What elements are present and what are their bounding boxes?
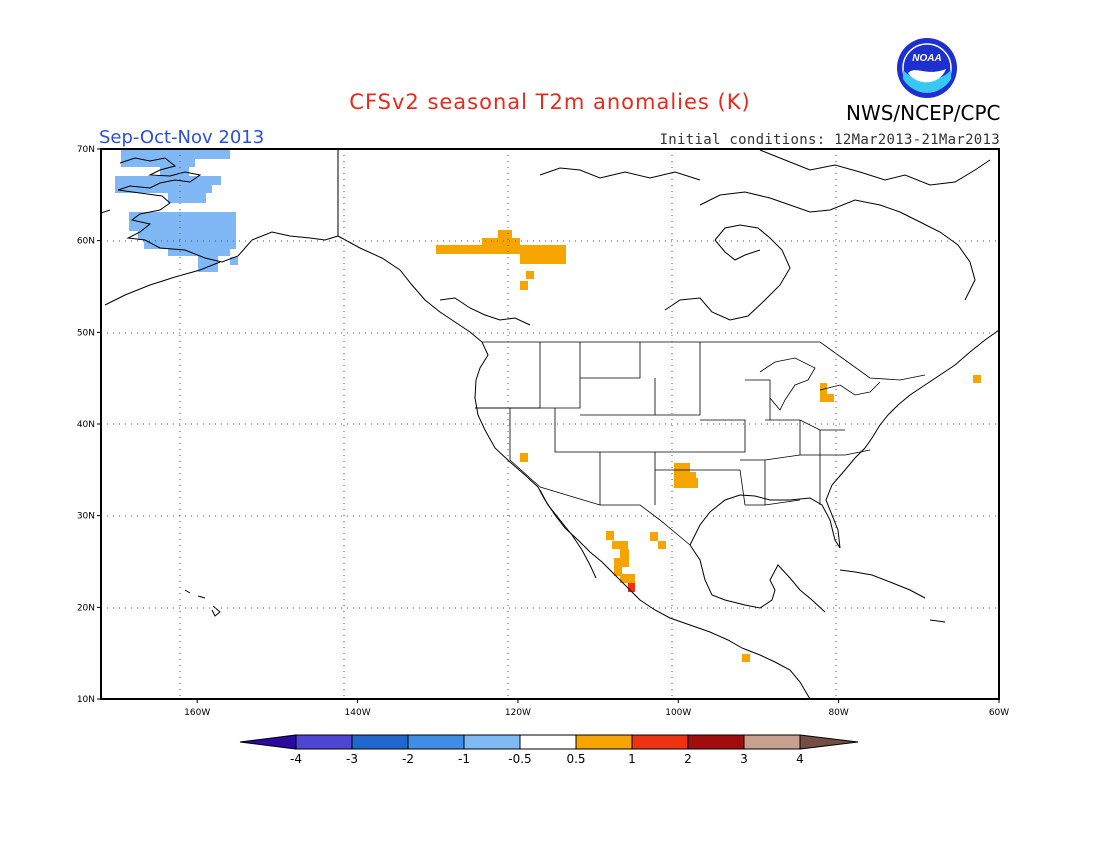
anomaly-cells bbox=[115, 149, 981, 662]
colorbar-box bbox=[519, 734, 577, 750]
warm-anomaly-cells bbox=[436, 230, 981, 662]
colorbar-label: 2 bbox=[684, 752, 692, 766]
colorbar-label: -1 bbox=[458, 752, 470, 766]
latitude-labels: 10N 20N 30N 40N 50N 60N 70N bbox=[77, 145, 101, 705]
colorbar-box bbox=[351, 734, 409, 750]
colorbar-label: -2 bbox=[402, 752, 414, 766]
colorbar-label: 4 bbox=[796, 752, 804, 766]
chart-title: CFSv2 seasonal T2m anomalies (K) bbox=[349, 90, 751, 114]
lon-label-120W: 120W bbox=[505, 708, 531, 718]
longitude-labels: 160W 140W 120W 100W 80W 60W bbox=[184, 699, 1009, 718]
lat-label-70N: 70N bbox=[77, 145, 95, 155]
colorbar: -4 -3 -2 -1 -0.5 0.5 1 2 3 4 bbox=[239, 734, 859, 766]
lon-label-60W: 60W bbox=[989, 708, 1009, 718]
initial-conditions-label: Initial conditions: 12Mar2013-21Mar2013 bbox=[659, 132, 1000, 148]
lat-label-40N: 40N bbox=[77, 420, 95, 430]
colorbar-box bbox=[463, 734, 521, 750]
colorbar-box bbox=[295, 734, 353, 750]
colorbar-label: -0.5 bbox=[508, 752, 531, 766]
political-borders bbox=[475, 341, 926, 546]
colorbar-box bbox=[575, 734, 633, 750]
lon-label-80W: 80W bbox=[828, 708, 848, 718]
colorbar-arrow-low bbox=[239, 734, 297, 750]
strong-warm-anomaly-cells bbox=[628, 583, 635, 592]
colorbar-label: 1 bbox=[628, 752, 636, 766]
alaska-cold-anomaly bbox=[115, 149, 238, 272]
lat-label-20N: 20N bbox=[77, 603, 95, 613]
colorbar-label: -3 bbox=[346, 752, 358, 766]
lat-label-30N: 30N bbox=[77, 512, 95, 522]
season-label: Sep-Oct-Nov 2013 bbox=[99, 127, 265, 148]
colorbar-box bbox=[631, 734, 689, 750]
coastlines bbox=[101, 149, 999, 699]
lat-label-10N: 10N bbox=[77, 695, 95, 705]
lat-label-50N: 50N bbox=[77, 328, 95, 338]
colorbar-box bbox=[407, 734, 465, 750]
colorbar-box bbox=[743, 734, 801, 750]
lat-label-60N: 60N bbox=[77, 237, 95, 247]
colorbar-label: 0.5 bbox=[566, 752, 585, 766]
agency-label: NWS/NCEP/CPC bbox=[846, 101, 1001, 125]
lon-label-160W: 160W bbox=[184, 708, 210, 718]
colorbar-label: 3 bbox=[740, 752, 748, 766]
colorbar-label: -4 bbox=[290, 752, 302, 766]
lon-label-140W: 140W bbox=[345, 708, 371, 718]
colorbar-box bbox=[687, 734, 745, 750]
lon-label-100W: 100W bbox=[665, 708, 691, 718]
colorbar-arrow-high bbox=[799, 734, 859, 750]
noaa-logo: NOAA bbox=[897, 38, 957, 98]
noaa-logo-text: NOAA bbox=[912, 53, 941, 64]
